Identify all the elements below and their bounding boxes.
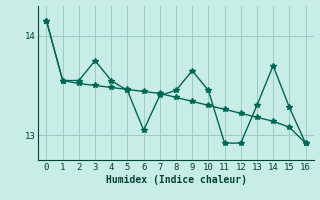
X-axis label: Humidex (Indice chaleur): Humidex (Indice chaleur): [106, 175, 246, 185]
